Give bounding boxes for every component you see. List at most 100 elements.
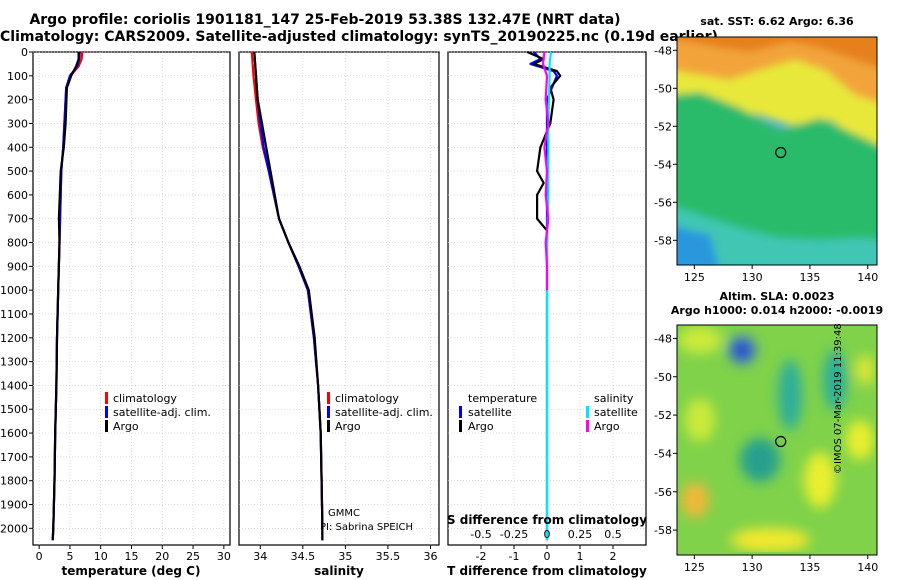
imos-credit: ©IMOS 07-Mar-2019 11:39:48 [833, 323, 844, 474]
legend-swatch-argo [327, 420, 330, 432]
difference-legend: temperature satellite Argo salinity sate… [459, 392, 638, 433]
legend-swatch-temp-argo [459, 420, 462, 432]
salinity-legend: climatology satellite-adj. clim. Argo [327, 392, 433, 433]
credit-pi: PI: Sabrina SPEICH [320, 522, 413, 533]
x-tick-label: 35 [338, 550, 352, 563]
y-tick-label: 800 [7, 237, 28, 250]
legend-swatch-satellite [327, 406, 330, 418]
x-tick-label: -1 [509, 550, 520, 563]
series-line-temperature-argo [526, 50, 562, 243]
lat-tick-label: -54 [654, 158, 672, 171]
y-tick-label: 1400 [0, 379, 28, 392]
legend-label-argo: Argo [335, 420, 361, 433]
legend-label-satellite: satellite-adj. clim. [335, 406, 433, 419]
series-line-temperature-satellite [529, 51, 559, 541]
sst-map-frame [676, 36, 878, 266]
lat-tick-label: -56 [654, 486, 672, 499]
lon-tick-label: 140 [857, 271, 878, 284]
salinity-frame [238, 51, 440, 546]
lat-tick-label: -54 [654, 447, 672, 460]
sla-field [677, 325, 877, 555]
argo-location-marker [775, 435, 787, 448]
legend-swatch-sal-satellite [586, 406, 589, 418]
y-tick-label: 700 [7, 213, 28, 226]
s-tick-label: -0.5 [470, 528, 491, 541]
y-tick-label: 1000 [0, 284, 28, 297]
legend-label-sal-satellite: satellite [594, 406, 638, 419]
y-tick-label: 400 [7, 141, 28, 154]
sla-map-title-1: Altim. SLA: 0.0023 [719, 290, 834, 303]
y-tick-label: 1600 [0, 427, 28, 440]
s-tick-label: -0.25 [500, 528, 528, 541]
sla-map-title-2: Argo h1000: 0.014 h2000: -0.0019 [671, 304, 883, 317]
series-line-argo [253, 51, 324, 541]
x-tick-label: 5 [66, 550, 73, 563]
y-tick-label: 300 [7, 117, 28, 130]
lat-tick-label: -52 [654, 409, 672, 422]
lat-tick-label: -48 [654, 44, 672, 57]
y-tick-label: 900 [7, 260, 28, 273]
salinity-xlabel: salinity [314, 564, 364, 578]
sla-map-frame [676, 324, 878, 556]
sst-map-title: sat. SST: 6.62 Argo: 6.36 [700, 15, 854, 28]
legend-title-salinity: salinity [594, 392, 634, 405]
salinity-panel: 34 34.5 35 35.5 36 salinity climatology sate… [238, 51, 440, 578]
legend-swatch-climatology [327, 392, 330, 404]
y-tick-label: 600 [7, 189, 28, 202]
x-tick-label: 34.5 [291, 550, 316, 563]
lat-tick-label: -58 [654, 234, 672, 247]
title-line-1: Argo profile: coriolis 1901181_147 25-Fe… [29, 12, 621, 28]
series-line-salinity-argo [541, 51, 550, 291]
y-tick-label: 0 [21, 46, 28, 59]
x-tick-label: 10 [94, 550, 108, 563]
lat-tick-label: -56 [654, 196, 672, 209]
credit-gmmc: GMMC [328, 508, 360, 519]
x-tick-label: 2 [610, 550, 617, 563]
y-tick-label: 1900 [0, 499, 28, 512]
legend-label-climatology: climatology [335, 392, 399, 405]
x-tick-label: 15 [125, 550, 139, 563]
lat-tick-label: -52 [654, 120, 672, 133]
y-tick-label: 1300 [0, 356, 28, 369]
legend-label-temp-satellite: satellite [468, 406, 512, 419]
y-tick-label: 1100 [0, 308, 28, 321]
sla-map: Altim. SLA: 0.0023 Argo h1000: 0.014 h20… [654, 290, 883, 574]
lat-tick-label: -58 [654, 524, 672, 537]
lon-tick-label: 135 [799, 561, 820, 574]
legend-label-satellite: satellite-adj. clim. [113, 406, 211, 419]
sst-field [677, 37, 877, 265]
s-difference-label: S difference from climatology [447, 513, 647, 527]
s-tick-label: 0.25 [568, 528, 593, 541]
argo-location-marker [775, 146, 787, 159]
legend-swatch-climatology [105, 392, 108, 404]
lon-tick-label: 125 [684, 561, 705, 574]
sst-map: sat. SST: 6.62 Argo: 6.36 -48 -50 -52 -54 -5… [654, 15, 878, 284]
temperature-panel: 0100200300400500600700800900100011001200… [0, 46, 231, 578]
legend-title-temperature: temperature [468, 392, 537, 405]
t-difference-xlabel: T difference from climatology [447, 564, 647, 578]
x-tick-label: 1 [577, 550, 584, 563]
s-tick-label: 0.5 [604, 528, 622, 541]
lat-tick-label: -48 [654, 332, 672, 345]
y-tick-label: 500 [7, 165, 28, 178]
x-tick-label: 20 [155, 550, 169, 563]
temperature-xlabel: temperature (deg C) [62, 564, 201, 578]
difference-panel: -2 -1 0 1 2 -0.5 -0.25 0 0.25 0.5 S difference f… [447, 50, 647, 578]
legend-label-temp-argo: Argo [468, 420, 494, 433]
lon-tick-label: 130 [742, 561, 763, 574]
legend-swatch-sal-argo [586, 420, 589, 432]
y-tick-label: 1200 [0, 332, 28, 345]
temperature-legend: climatology satellite-adj. clim. Argo [105, 392, 211, 433]
s-tick-label: 0 [544, 528, 551, 541]
y-tick-label: 100 [7, 70, 28, 83]
legend-label-sal-argo: Argo [594, 420, 620, 433]
x-tick-label: -2 [476, 550, 487, 563]
legend-swatch-satellite [105, 406, 108, 418]
x-tick-label: 25 [186, 550, 200, 563]
x-tick-label: 0 [544, 550, 551, 563]
y-tick-label: 1700 [0, 451, 28, 464]
legend-label-climatology: climatology [113, 392, 177, 405]
x-tick-label: 0 [36, 550, 43, 563]
x-tick-label: 36 [423, 550, 437, 563]
